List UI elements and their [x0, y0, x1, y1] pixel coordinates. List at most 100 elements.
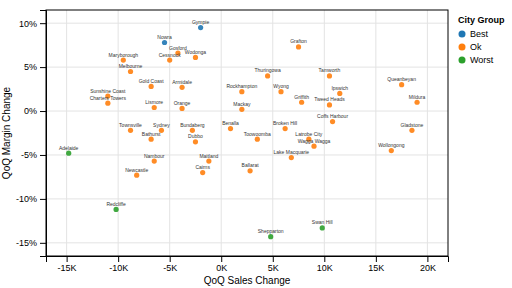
point: [105, 101, 110, 106]
point: [162, 40, 167, 45]
point-label: Sydney: [153, 122, 170, 128]
point: [283, 126, 288, 131]
point: [193, 55, 198, 60]
point-label: Mackay: [233, 101, 251, 107]
point-label: Rockhampton: [226, 83, 257, 89]
point: [389, 148, 394, 153]
point: [330, 119, 335, 124]
grid-line-y: [46, 198, 448, 199]
point-label: Bundaberg: [180, 122, 205, 128]
tick-mark: [118, 256, 119, 262]
point: [228, 126, 233, 131]
point-label: Redcliffe: [106, 201, 126, 207]
tick-mark: [273, 256, 274, 262]
point: [134, 173, 139, 178]
plot-frame: [46, 10, 448, 256]
tick-label: -15%: [16, 238, 37, 248]
legend-label: Ok: [470, 42, 482, 52]
legend-swatch: [459, 57, 466, 64]
tick: -10K: [109, 256, 128, 273]
point-label: Nowra: [157, 34, 172, 40]
point-label: Lismore: [145, 99, 163, 105]
tick: -10%: [16, 194, 46, 204]
grid-line-y: [46, 154, 448, 155]
point-label: Ipswich: [331, 85, 348, 91]
tick: -5K: [163, 256, 177, 273]
point: [200, 170, 205, 175]
x-axis-title: QoQ Sales Change: [204, 275, 291, 286]
point: [289, 155, 294, 160]
point-labels: GympieNowraGosfordCessnockWodongaGrafton…: [59, 19, 426, 234]
tick-mark: [40, 199, 46, 200]
plot: -15K-10K-5K0K5K10K15K20K-15%-10%-5%0%5%1…: [1, 10, 449, 286]
point-label: Lake Macquarie: [274, 149, 310, 155]
grid-line-y: [46, 23, 448, 24]
point: [206, 159, 211, 164]
point: [167, 57, 172, 62]
tick-label: 20K: [420, 263, 436, 273]
tick: 0K: [216, 256, 227, 273]
legend-item: Worst: [459, 55, 494, 65]
point: [152, 105, 157, 110]
point: [128, 128, 133, 133]
point-label: Wollongong: [378, 142, 405, 148]
tick: 20K: [420, 256, 436, 273]
point: [149, 137, 154, 142]
x-axis: -15K-10K-5K0K5K10K15K20K: [47, 256, 449, 273]
point: [311, 144, 316, 149]
tick: 0%: [24, 106, 46, 116]
legend-swatch: [459, 31, 466, 38]
tick-label: 10%: [19, 19, 37, 29]
tick-mark: [40, 155, 46, 156]
tick-label: -5%: [21, 150, 37, 160]
point: [414, 100, 419, 105]
point-label: Toowoomba: [244, 131, 271, 137]
point-label: Wagga Wagga: [298, 138, 331, 144]
point: [179, 85, 184, 90]
point-label: Newcastle: [125, 167, 148, 173]
point-label: Queanbeyan: [387, 76, 416, 82]
tick-label: 10K: [317, 263, 333, 273]
point-label: Latrobe City: [295, 131, 322, 137]
point: [149, 84, 154, 89]
tick: 5K: [268, 256, 279, 273]
tick: 5%: [24, 62, 46, 72]
point: [193, 139, 198, 144]
grid: [46, 10, 448, 256]
point-label: Gladstone: [401, 122, 424, 128]
point: [278, 89, 283, 94]
point: [320, 225, 325, 230]
tick-mark: [170, 256, 171, 262]
legend-item: Best: [459, 29, 489, 39]
point: [296, 44, 301, 49]
tick-label: 15K: [368, 263, 384, 273]
point: [399, 82, 404, 87]
point-label: Grafton: [290, 38, 307, 44]
point: [239, 89, 244, 94]
grid-line-y: [46, 242, 448, 243]
point-label: Melbourne: [119, 63, 143, 69]
y-axis: -15% -10% -5% 0% 5% 10%: [16, 11, 47, 257]
point-label: Tamworth: [319, 67, 341, 73]
tick-mark: [67, 256, 68, 262]
grid-line-x: [118, 10, 119, 256]
tick-mark: [40, 111, 46, 112]
point-label: Griffith: [294, 94, 309, 100]
tick-mark: [40, 243, 46, 244]
point-label: Charters Towers: [90, 95, 127, 101]
tick-label: 5%: [24, 62, 37, 72]
point-label: Bathurst: [142, 131, 161, 137]
point-label: Sunshine Coast: [90, 88, 126, 94]
point-label: Benalla: [222, 120, 239, 126]
point-label: Townsville: [119, 122, 142, 128]
point: [255, 137, 260, 142]
point-label: Orange: [174, 100, 191, 106]
axis-line: [40, 11, 47, 257]
point-label: Thuringowa: [255, 67, 281, 73]
points: [66, 25, 420, 239]
point-label: Broken Hill: [273, 120, 297, 126]
tick-mark: [221, 256, 222, 262]
point: [265, 73, 270, 78]
point-label: Wodonga: [185, 49, 207, 55]
point: [190, 128, 195, 133]
